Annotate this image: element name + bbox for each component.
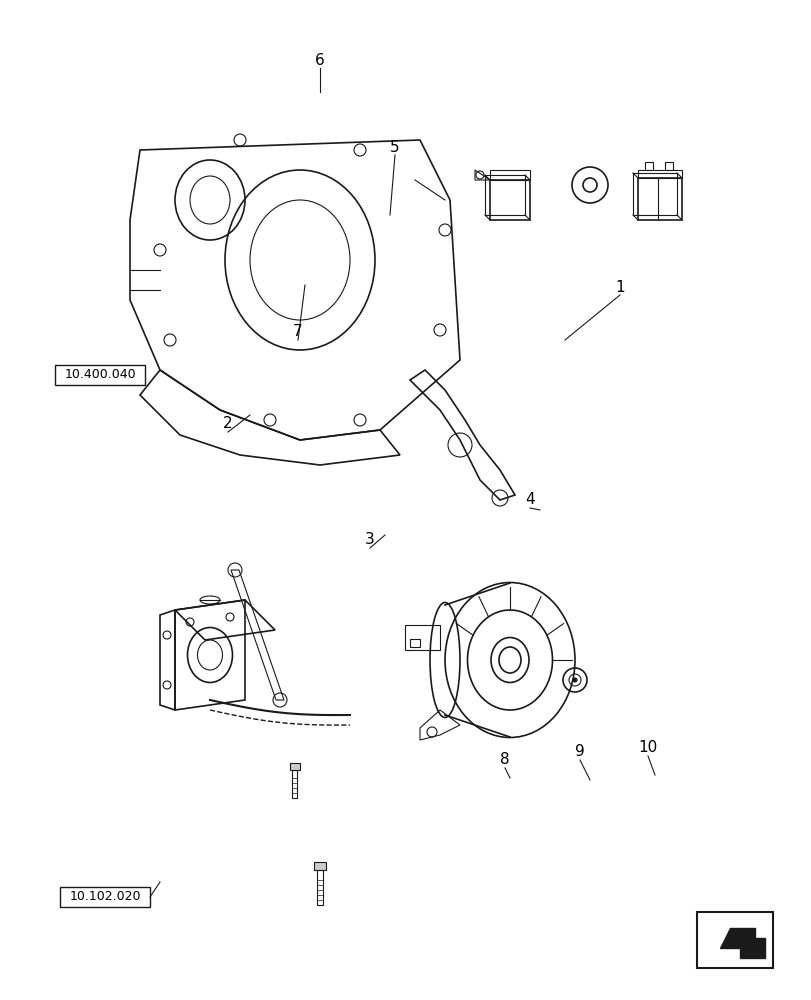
Text: 8: 8 bbox=[500, 752, 509, 768]
Text: 6: 6 bbox=[315, 53, 324, 68]
Text: 10.400.040: 10.400.040 bbox=[64, 368, 135, 381]
Bar bbox=[489, 180, 530, 220]
Polygon shape bbox=[719, 928, 764, 958]
Bar bbox=[410, 639, 419, 647]
Bar bbox=[696, 912, 772, 968]
Circle shape bbox=[573, 678, 577, 682]
Text: 7: 7 bbox=[293, 324, 303, 340]
Text: 2: 2 bbox=[223, 416, 233, 432]
Bar bbox=[664, 162, 672, 170]
Bar bbox=[644, 162, 652, 170]
FancyBboxPatch shape bbox=[60, 887, 150, 907]
Text: 1: 1 bbox=[615, 279, 624, 294]
Text: 10: 10 bbox=[637, 740, 657, 756]
Text: 4: 4 bbox=[525, 492, 534, 508]
Text: 5: 5 bbox=[390, 140, 399, 155]
Text: 9: 9 bbox=[574, 744, 584, 760]
Bar bbox=[316, 870, 323, 905]
Text: 3: 3 bbox=[365, 532, 375, 548]
Bar bbox=[405, 625, 440, 650]
Bar bbox=[292, 770, 297, 798]
Bar bbox=[314, 862, 325, 870]
Bar bbox=[637, 178, 681, 220]
Bar bbox=[637, 170, 681, 178]
Bar bbox=[290, 763, 299, 770]
Text: 10.102.020: 10.102.020 bbox=[69, 890, 140, 904]
FancyBboxPatch shape bbox=[55, 365, 145, 385]
Bar bbox=[489, 170, 530, 180]
